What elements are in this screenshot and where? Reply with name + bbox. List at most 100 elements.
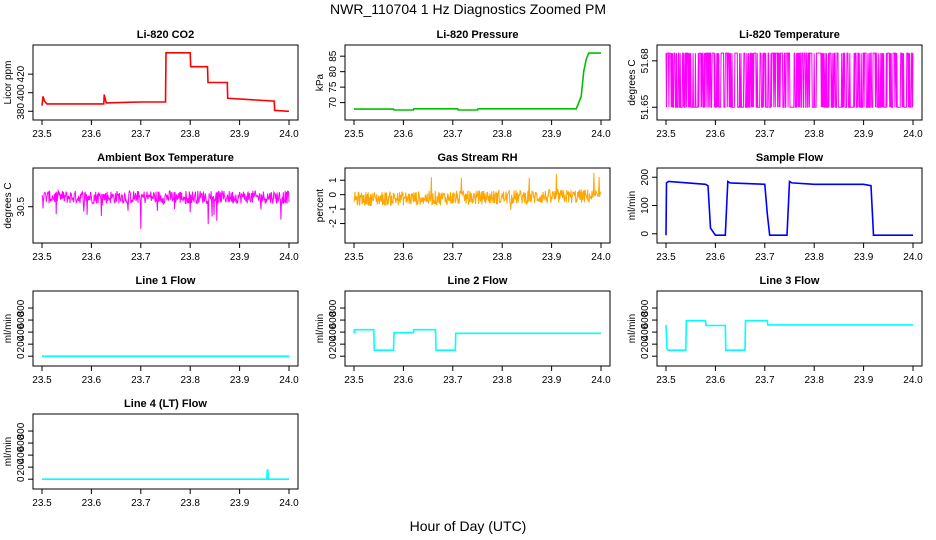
line-3-flow-ytick-label: 400 [640, 323, 651, 340]
ambient-box-temperature-xtick-label: 23.6 [82, 252, 102, 263]
ambient-box-temperature-series-line [41, 188, 290, 230]
line-4-lt-flow-ytick-label: 200 [16, 458, 27, 475]
li-820-temperature-xtick-label: 24.0 [903, 129, 923, 140]
ambient-box-temperature-ylabel: degrees C [3, 182, 14, 228]
sample-flow-xtick-label: 23.6 [706, 252, 726, 263]
li-820-pressure-xtick-label: 23.7 [443, 129, 463, 140]
line-4-lt-flow-ytick-label: 600 [16, 434, 27, 451]
line-3-flow-ytick-label: 800 [640, 299, 651, 316]
li-820-co2-xtick-label: 23.9 [230, 129, 250, 140]
line-2-flow-ytick-label: 800 [328, 299, 339, 316]
sample-flow-xtick-label: 23.9 [854, 252, 874, 263]
line-2-flow-frame [344, 290, 611, 367]
li-820-temperature-title: Li-820 Temperature [739, 29, 840, 41]
li-820-co2-title: Li-820 CO2 [137, 29, 194, 41]
line-1-flow-ytick-label: 0 [16, 353, 27, 359]
gas-stream-rh-xtick-label: 23.7 [443, 252, 463, 263]
li-820-temperature-xtick-label: 23.5 [656, 129, 676, 140]
gas-stream-rh-xtick-label: 23.5 [344, 252, 364, 263]
line-4-lt-flow-series-line [42, 469, 289, 481]
line-4-lt-flow-xtick-label: 23.7 [131, 498, 151, 509]
li-820-pressure-xtick-label: 23.6 [394, 129, 414, 140]
li-820-co2-ytick-label: 420 [16, 65, 27, 82]
line-3-flow-xtick-label: 23.5 [656, 375, 676, 386]
li-820-pressure-ytick-label: 85 [328, 50, 339, 62]
sample-flow-series-line [665, 180, 913, 236]
li-820-pressure-ylabel: kPa [315, 73, 326, 91]
sample-flow-xtick-label: 23.5 [656, 252, 676, 263]
ambient-box-temperature-xtick-label: 23.7 [131, 252, 151, 263]
line-2-flow-xtick-label: 23.8 [492, 375, 512, 386]
li-820-co2-frame [32, 44, 299, 121]
line-2-flow-panel: Line 2 Flow 23.5 23.6 23.7 23.8 23.9 24.0 02004… [315, 275, 611, 386]
line-2-flow-ytick-label: 400 [328, 323, 339, 340]
line-3-flow-xtick-label: 24.0 [903, 375, 923, 386]
li-820-co2-ytick-label: 400 [16, 84, 27, 101]
li-820-pressure-panel: Li-820 Pressure 23.5 23.6 23.7 23.8 23.9 24.0 7… [315, 29, 611, 140]
ambient-box-temperature-title: Ambient Box Temperature [97, 152, 234, 164]
line-2-flow-title: Line 2 Flow [448, 275, 508, 287]
li-820-temperature-xtick-label: 23.7 [755, 129, 775, 140]
li-820-co2-panel: Li-820 CO2 23.5 23.6 23.7 23.8 23.9 24.0 380 400… [3, 29, 299, 140]
line-2-flow-ytick-label: 600 [328, 311, 339, 328]
line-2-flow-ylabel: ml/min [315, 314, 326, 343]
li-820-co2-ytick-label: 380 [16, 103, 27, 120]
line-3-flow-ytick-label: 200 [640, 335, 651, 352]
li-820-pressure-ytick-label: 75 [328, 81, 339, 93]
gas-stream-rh-xtick-label: 23.6 [394, 252, 414, 263]
li-820-co2-series-line [41, 51, 290, 113]
li-820-temperature-ytick-label: 51.68 [640, 48, 651, 73]
line-3-flow-title: Line 3 Flow [760, 275, 820, 287]
li-820-co2-xtick-label: 23.8 [180, 129, 200, 140]
li-820-pressure-series-line [354, 52, 601, 111]
line-1-flow-xtick-label: 23.6 [82, 375, 102, 386]
li-820-temperature-xtick-label: 23.9 [854, 129, 874, 140]
sample-flow-panel: Sample Flow 23.5 23.6 23.7 23.8 23.9 24.0 0 100 2… [627, 152, 923, 263]
line-4-lt-flow-ylabel: ml/min [3, 437, 14, 466]
line-4-lt-flow-frame [32, 413, 299, 490]
ambient-box-temperature-panel: Ambient Box Temperature 23.5 23.6 23.7 23.8 2… [3, 152, 299, 263]
line-3-flow-frame [656, 290, 923, 367]
figure-xlabel: Hour of Day (UTC) [410, 518, 527, 534]
line-1-flow-ylabel: ml/min [3, 314, 14, 343]
line-1-flow-xtick-label: 24.0 [279, 375, 299, 386]
li-820-pressure-ytick-label: 80 [328, 66, 339, 78]
figure-title: NWR_110704 1 Hz Diagnostics Zoomed PM [330, 1, 606, 17]
line-3-flow-ytick-label: 0 [640, 353, 651, 359]
gas-stream-rh-panel: Gas Stream RH 23.5 23.6 23.7 23.8 23.9 24.0 -2 -… [315, 152, 611, 263]
line-3-flow-series-line [665, 319, 913, 352]
line-3-flow-ytick-label: 600 [640, 311, 651, 328]
line-4-lt-flow-ytick-label: 400 [16, 446, 27, 463]
line-4-lt-flow-xtick-label: 24.0 [279, 498, 299, 509]
sample-flow-ylabel: ml/min [627, 191, 638, 220]
gas-stream-rh-ytick-label: 1 [328, 177, 339, 183]
gas-stream-rh-frame [344, 167, 611, 244]
ambient-box-temperature-xtick-label: 23.5 [32, 252, 52, 263]
li-820-temperature-frame [656, 44, 923, 121]
sample-flow-title: Sample Flow [756, 152, 824, 164]
sample-flow-ytick-label: 100 [640, 197, 651, 214]
line-2-flow-xtick-label: 23.6 [394, 375, 414, 386]
sample-flow-ytick-label: 0 [640, 231, 651, 237]
line-2-flow-xtick-label: 24.0 [591, 375, 611, 386]
line-3-flow-xtick-label: 23.8 [804, 375, 824, 386]
line-4-lt-flow-ytick-label: 0 [16, 476, 27, 482]
gas-stream-rh-xtick-label: 24.0 [591, 252, 611, 263]
line-4-lt-flow-xtick-label: 23.6 [82, 498, 102, 509]
li-820-co2-xtick-label: 23.5 [32, 129, 52, 140]
line-2-flow-series-line [353, 328, 601, 352]
gas-stream-rh-title: Gas Stream RH [437, 152, 517, 164]
li-820-pressure-xtick-label: 23.5 [344, 129, 364, 140]
line-4-lt-flow-xtick-label: 23.9 [230, 498, 250, 509]
line-4-lt-flow-ytick-label: 800 [16, 422, 27, 439]
ambient-box-temperature-frame [32, 167, 299, 244]
ambient-box-temperature-xtick-label: 23.8 [180, 252, 200, 263]
li-820-pressure-ytick-label: 70 [328, 97, 339, 109]
line-1-flow-xtick-label: 23.9 [230, 375, 250, 386]
ambient-box-temperature-xtick-label: 23.9 [230, 252, 250, 263]
ambient-box-temperature-xtick-label: 24.0 [279, 252, 299, 263]
gas-stream-rh-xtick-label: 23.9 [542, 252, 562, 263]
li-820-pressure-xtick-label: 23.9 [542, 129, 562, 140]
line-2-flow-xtick-label: 23.7 [443, 375, 463, 386]
sample-flow-xtick-label: 23.8 [804, 252, 824, 263]
